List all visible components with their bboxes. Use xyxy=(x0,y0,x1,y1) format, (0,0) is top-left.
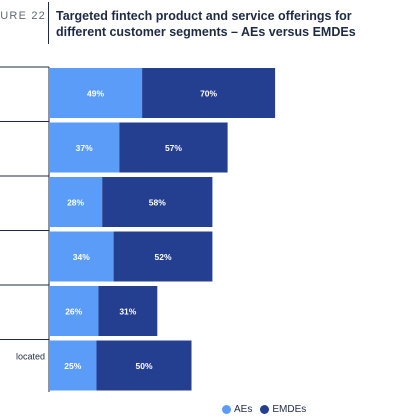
header-divider xyxy=(48,2,49,44)
legend-item-emdes: EMDEs xyxy=(260,404,306,415)
legend-label-emdes: EMDEs xyxy=(272,403,307,415)
data-label-aes: 34% xyxy=(73,252,90,262)
legend-swatch-aes xyxy=(222,404,231,414)
bar-aes xyxy=(49,286,99,336)
data-label-aes: 25% xyxy=(64,361,81,371)
bar-aes xyxy=(49,68,143,118)
legend: AEs EMDEs xyxy=(222,401,314,417)
data-label-emdes: 52% xyxy=(154,252,171,262)
legend-item-aes: AEs xyxy=(222,404,252,415)
chart-title: Targeted fintech product and service off… xyxy=(56,9,356,39)
bar-emdes xyxy=(96,340,192,391)
data-label-emdes: 31% xyxy=(119,307,136,317)
figure-label: URE 22 xyxy=(0,10,46,22)
data-label-emdes: 50% xyxy=(135,361,152,371)
data-label-aes: 26% xyxy=(65,307,82,317)
bar-emdes xyxy=(119,122,228,173)
data-label-emdes: 70% xyxy=(200,89,217,99)
legend-swatch-emdes xyxy=(260,404,270,414)
bar-emdes xyxy=(113,231,213,282)
bar-aes xyxy=(49,231,114,282)
category-label: located xyxy=(16,352,45,362)
data-label-emdes: 58% xyxy=(149,198,166,208)
bar-emdes xyxy=(98,286,158,336)
bar-aes xyxy=(49,340,97,391)
data-label-aes: 28% xyxy=(67,198,84,208)
data-label-aes: 37% xyxy=(76,143,93,153)
data-label-emdes: 57% xyxy=(165,143,182,153)
bar-aes xyxy=(49,177,103,227)
bar-emdes xyxy=(142,68,276,118)
data-label-aes: 49% xyxy=(87,89,104,99)
legend-label-aes: AEs xyxy=(234,403,253,415)
bar-aes xyxy=(49,122,120,173)
bar-emdes xyxy=(102,177,213,227)
